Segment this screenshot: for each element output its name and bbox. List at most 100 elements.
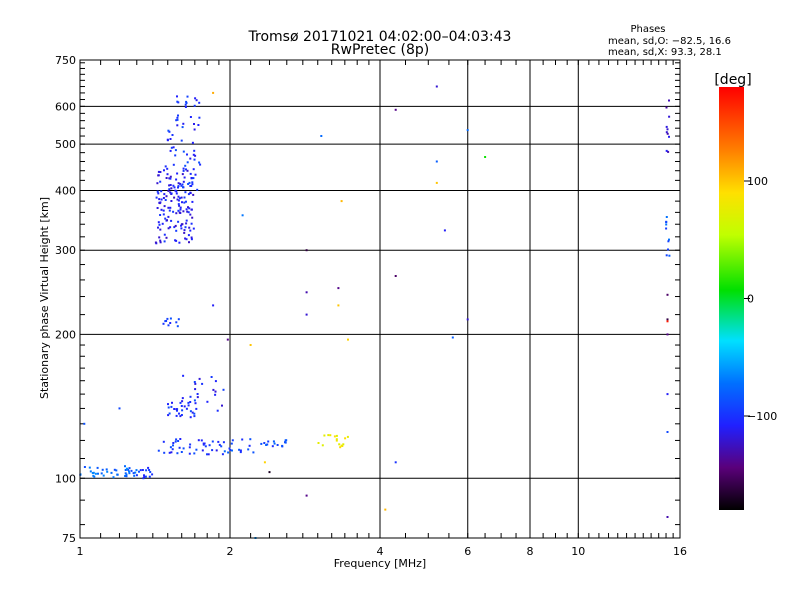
data-point — [167, 227, 170, 230]
data-point — [182, 180, 185, 183]
data-point — [668, 99, 670, 102]
data-point — [666, 320, 669, 323]
data-point — [189, 192, 192, 195]
data-point — [337, 287, 340, 290]
data-point — [199, 163, 202, 166]
data-point — [183, 229, 186, 232]
data-point — [173, 408, 176, 410]
data-point — [159, 228, 162, 231]
data-point — [220, 445, 223, 448]
data-point — [194, 154, 197, 157]
data-point — [110, 471, 113, 474]
data-point — [177, 101, 180, 104]
data-point — [143, 476, 146, 479]
data-point — [163, 451, 166, 454]
stats-line-o: mean, sd,O: −82.5, 16.6 — [608, 36, 731, 47]
data-point — [144, 475, 147, 478]
data-point — [116, 473, 119, 476]
data-point — [159, 180, 162, 183]
data-point — [182, 186, 184, 189]
data-point — [101, 468, 104, 471]
data-point — [173, 186, 176, 189]
data-point — [181, 400, 184, 403]
data-point — [125, 475, 128, 478]
data-point — [92, 471, 95, 474]
data-point — [665, 227, 668, 230]
data-point — [435, 181, 438, 184]
data-point — [221, 453, 224, 456]
data-point — [94, 472, 97, 475]
data-point — [284, 441, 287, 444]
data-point — [170, 187, 173, 190]
data-point — [342, 443, 345, 446]
data-point — [665, 106, 668, 109]
data-point — [157, 221, 160, 224]
y-tick-label: 75 — [62, 532, 76, 545]
data-point — [179, 401, 182, 404]
data-point — [194, 97, 197, 100]
data-point — [164, 217, 167, 220]
data-point — [180, 224, 182, 227]
data-point — [96, 466, 99, 469]
data-point — [204, 445, 207, 448]
data-point — [174, 154, 177, 157]
data-point — [180, 139, 183, 142]
data-point — [186, 95, 189, 98]
y-tick-label: 600 — [55, 100, 76, 113]
data-point — [125, 473, 128, 476]
data-point — [183, 201, 186, 204]
data-point — [339, 446, 342, 449]
data-point — [163, 169, 165, 172]
data-point — [176, 172, 179, 175]
data-point — [89, 470, 92, 473]
x-axis-label: Frequency [MHz] — [334, 557, 426, 570]
data-point — [223, 450, 226, 453]
data-point — [176, 124, 179, 127]
data-point — [175, 321, 178, 324]
data-point — [665, 223, 668, 226]
data-point — [167, 206, 170, 209]
chart-subtitle: RwPretec (8p) — [331, 42, 429, 58]
data-point — [665, 125, 668, 128]
data-point — [170, 219, 173, 222]
x-tick-label: 16 — [673, 545, 687, 558]
data-point — [189, 213, 192, 216]
data-point — [163, 205, 166, 208]
data-point — [175, 190, 178, 193]
data-point — [168, 184, 171, 187]
data-point — [145, 469, 148, 472]
y-tick-label: 300 — [55, 244, 76, 257]
data-point — [176, 198, 179, 201]
data-point — [188, 207, 191, 210]
data-point — [193, 399, 196, 402]
data-point — [184, 164, 187, 167]
data-point — [159, 214, 162, 216]
data-point — [201, 382, 204, 385]
data-point — [265, 444, 268, 446]
data-point — [180, 184, 183, 187]
data-point — [198, 161, 201, 164]
data-point — [190, 185, 193, 187]
data-point — [127, 468, 130, 471]
data-point — [335, 439, 338, 442]
data-point — [185, 219, 188, 222]
data-point — [143, 474, 145, 477]
data-point — [443, 229, 446, 232]
data-point — [323, 434, 326, 437]
data-point — [202, 443, 205, 446]
data-point — [128, 470, 130, 473]
data-point — [181, 126, 184, 129]
data-point — [180, 451, 183, 453]
data-point — [193, 412, 196, 415]
data-point — [190, 222, 193, 225]
data-point — [193, 128, 196, 131]
data-point — [188, 452, 191, 455]
data-point — [666, 516, 669, 518]
chart-title: Tromsø 20171021 04:02:00–04:03:43 — [248, 29, 512, 45]
data-point — [105, 468, 108, 471]
data-point — [193, 123, 195, 125]
data-point — [171, 448, 174, 451]
data-point — [320, 135, 323, 137]
data-point — [177, 199, 180, 202]
